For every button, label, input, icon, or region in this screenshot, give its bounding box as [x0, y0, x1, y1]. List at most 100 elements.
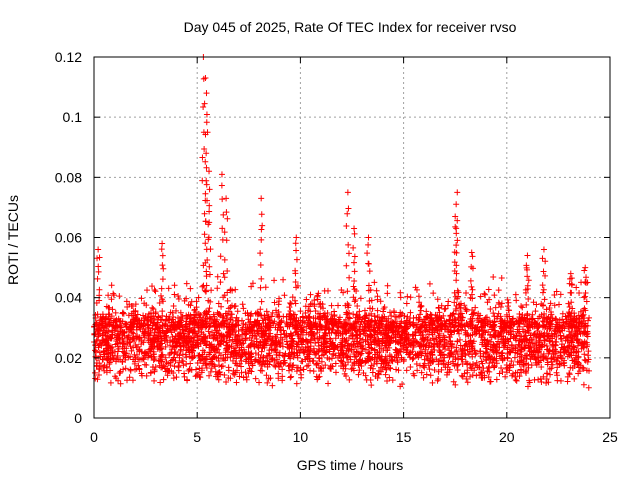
data-point: [450, 378, 457, 385]
data-point: [478, 323, 485, 330]
data-point: [279, 373, 286, 380]
data-point: [175, 296, 182, 303]
data-point: [569, 357, 576, 364]
data-point: [542, 258, 549, 265]
data-point: [364, 250, 371, 257]
data-point: [203, 119, 210, 126]
data-point: [201, 231, 208, 238]
data-point: [190, 344, 197, 351]
data-point: [355, 371, 362, 378]
data-point: [197, 357, 204, 364]
data-point: [314, 335, 321, 342]
data-point: [192, 309, 199, 316]
data-point: [498, 275, 505, 282]
data-point: [105, 304, 112, 311]
y-tick-label: 0.08: [55, 169, 82, 185]
data-point: [543, 355, 550, 362]
data-point: [176, 359, 183, 366]
data-point: [492, 304, 499, 311]
data-point: [547, 371, 554, 378]
data-point: [302, 303, 309, 310]
data-point: [482, 329, 489, 336]
data-point: [551, 292, 558, 299]
data-point: [564, 337, 571, 344]
data-point: [240, 340, 247, 347]
data-point: [554, 372, 561, 379]
data-point: [258, 275, 265, 282]
data-point: [505, 329, 512, 336]
data-point: [486, 296, 493, 303]
data-point: [160, 322, 167, 329]
data-point: [441, 306, 448, 313]
data-point: [535, 358, 542, 365]
data-point: [182, 323, 189, 330]
data-point: [464, 346, 471, 353]
data-point: [563, 334, 570, 341]
data-point: [379, 314, 386, 321]
data-point: [117, 368, 124, 375]
data-point: [211, 332, 218, 339]
data-point: [136, 324, 143, 331]
data-point: [224, 342, 231, 349]
data-point: [183, 354, 190, 361]
data-point: [283, 313, 290, 320]
data-point: [339, 359, 346, 366]
data-point: [206, 271, 213, 278]
data-point: [248, 310, 255, 317]
data-point: [565, 300, 572, 307]
data-point: [341, 328, 348, 335]
data-point: [363, 346, 370, 353]
data-point: [360, 342, 367, 349]
data-point: [133, 344, 140, 351]
data-point: [221, 256, 228, 263]
data-point: [483, 349, 490, 356]
x-tick-label: 10: [293, 429, 309, 445]
data-point: [539, 289, 546, 296]
data-point: [150, 348, 157, 355]
data-point: [410, 342, 417, 349]
data-point: [429, 379, 436, 386]
data-point: [343, 321, 350, 328]
data-point: [203, 150, 210, 157]
data-point: [273, 337, 280, 344]
data-point: [444, 302, 451, 309]
data-point: [293, 284, 300, 291]
data-point: [132, 333, 139, 340]
data-point: [268, 313, 275, 320]
data-point: [394, 357, 401, 364]
data-point: [95, 333, 102, 340]
data-point: [452, 317, 459, 324]
data-point: [365, 234, 372, 241]
data-point: [387, 338, 394, 345]
data-point: [380, 315, 387, 322]
data-point: [520, 316, 527, 323]
data-point: [349, 362, 356, 369]
data-point: [101, 362, 108, 369]
data-point: [286, 323, 293, 330]
data-point: [264, 324, 271, 331]
data-point: [141, 317, 148, 324]
data-point: [454, 361, 461, 368]
data-point: [335, 332, 342, 339]
data-point: [211, 324, 218, 331]
data-point: [104, 356, 111, 363]
data-point: [520, 356, 527, 363]
data-point: [138, 295, 145, 302]
data-point: [453, 230, 460, 237]
data-point: [453, 201, 460, 208]
data-point: [486, 378, 493, 385]
data-point: [379, 366, 386, 373]
data-point: [455, 314, 462, 321]
data-point: [177, 317, 184, 324]
data-point: [219, 362, 226, 369]
data-point: [202, 190, 209, 197]
data-point: [441, 342, 448, 349]
data-point: [398, 346, 405, 353]
data-point: [316, 346, 323, 353]
data-point: [367, 364, 374, 371]
data-point: [469, 372, 476, 379]
data-point: [505, 299, 512, 306]
data-point: [541, 296, 548, 303]
data-point: [319, 301, 326, 308]
